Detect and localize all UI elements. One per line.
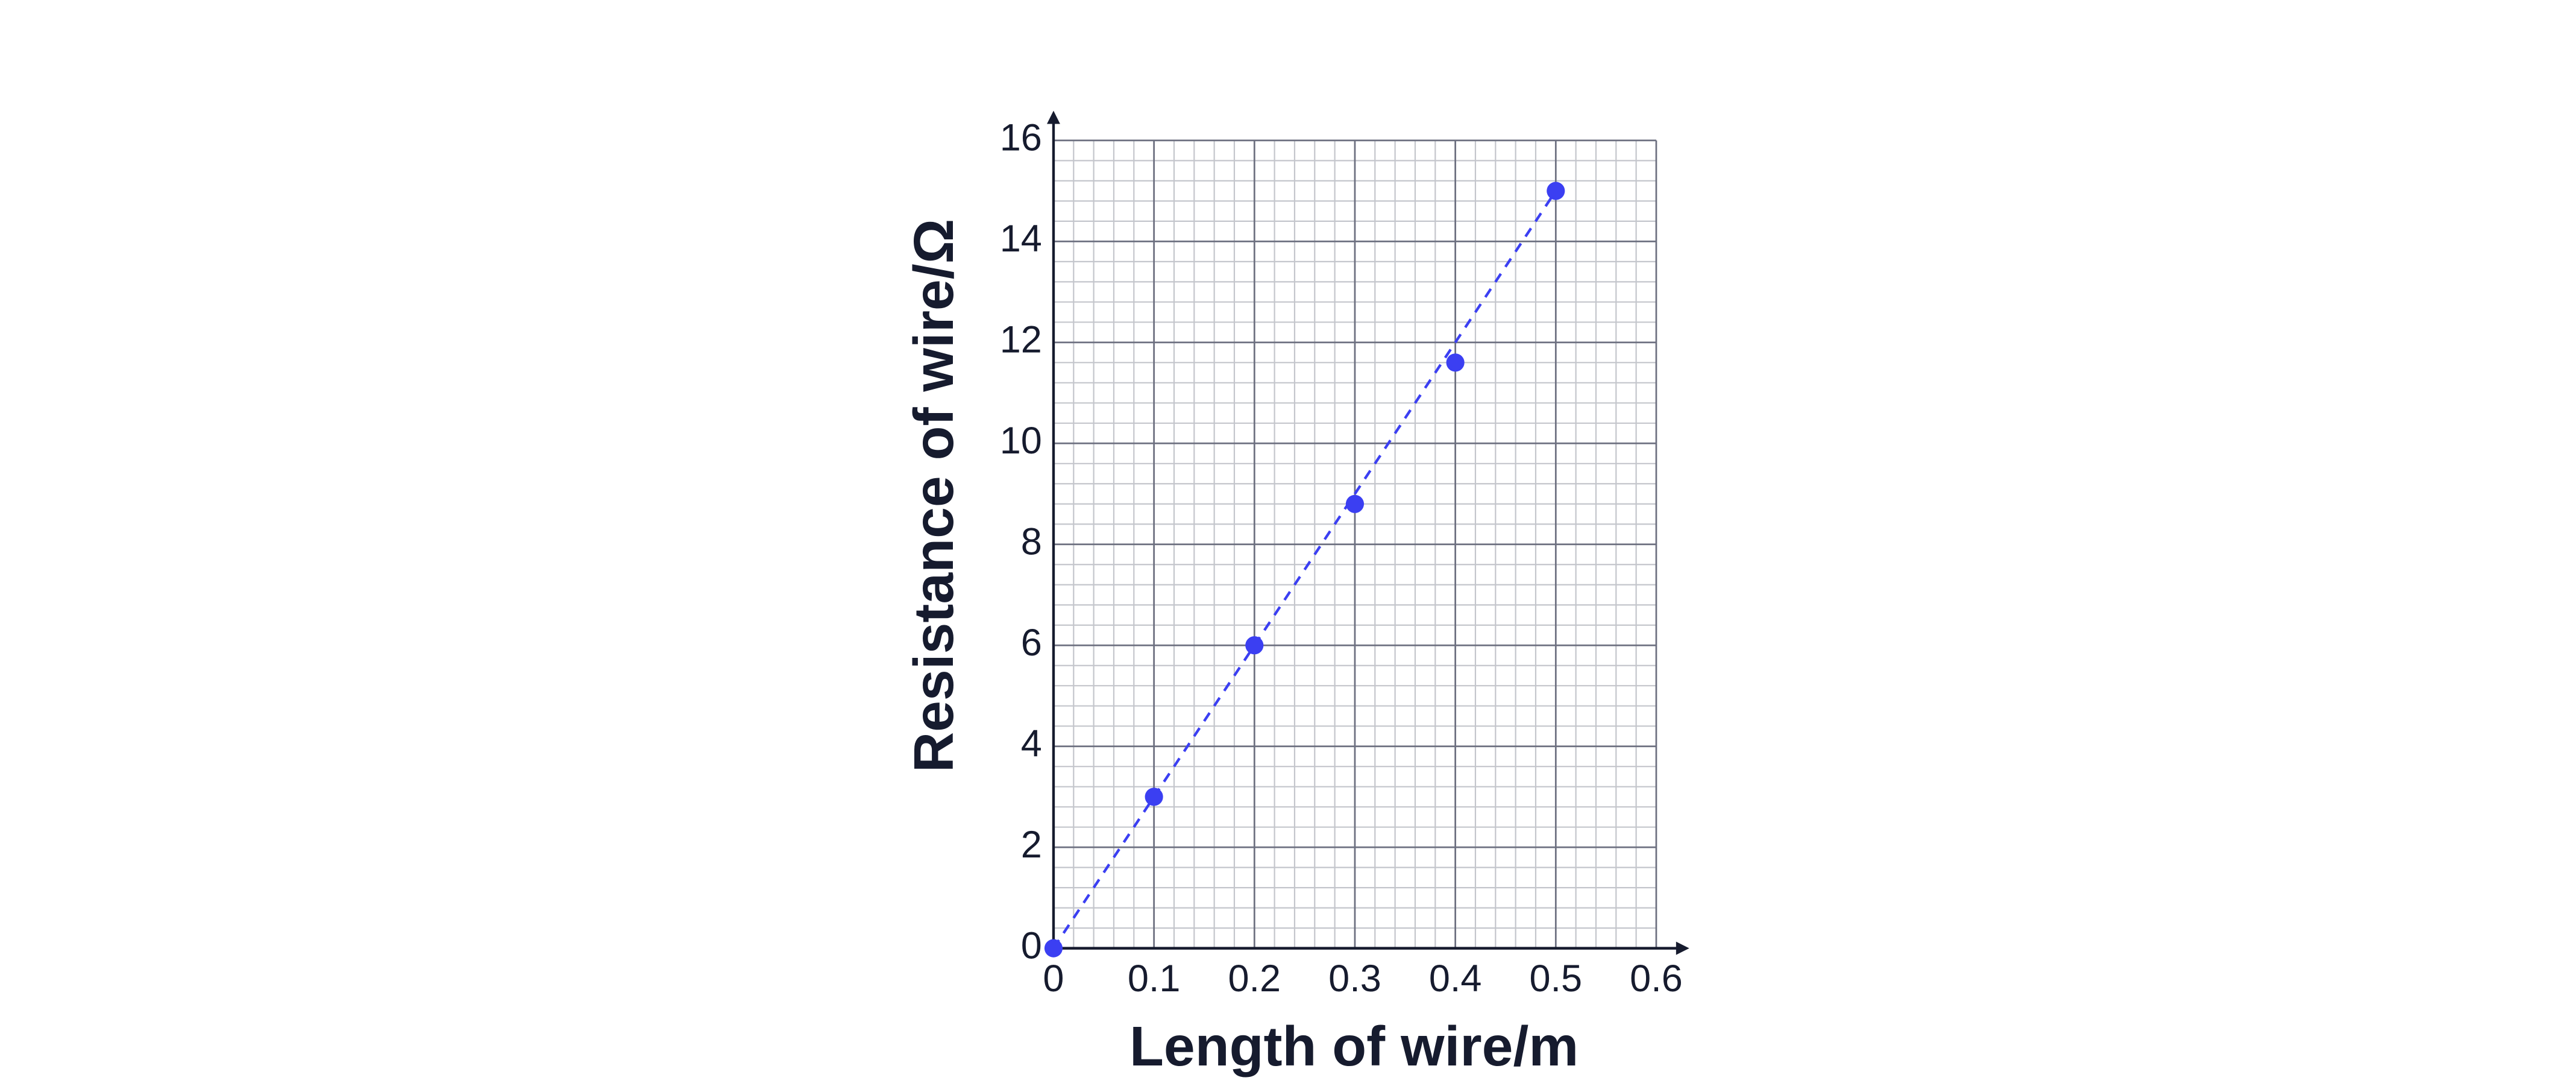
x-tick-label: 0 <box>1043 958 1064 1000</box>
data-point <box>1446 353 1465 372</box>
data-point <box>1547 181 1565 200</box>
x-tick-label: 0.5 <box>1529 958 1582 1000</box>
x-tick-label: 0.2 <box>1228 958 1281 1000</box>
y-tick-label: 4 <box>1021 722 1042 765</box>
x-axis-arrow <box>1676 941 1689 955</box>
x-tick-label: 0.1 <box>1128 958 1181 1000</box>
y-tick-label: 6 <box>1021 622 1042 664</box>
y-tick-label: 12 <box>1000 318 1042 361</box>
x-axis-title: Length of wire/m <box>1129 1015 1579 1078</box>
x-tick-label: 0.3 <box>1328 958 1381 1000</box>
data-point <box>1345 494 1365 513</box>
data-point <box>1245 636 1264 655</box>
x-tick-label: 0.6 <box>1630 958 1683 1000</box>
y-axis-arrow <box>1046 110 1060 124</box>
y-tick-label: 2 <box>1021 824 1042 866</box>
y-tick-label: 16 <box>1000 117 1042 159</box>
y-tick-label: 10 <box>1000 420 1042 462</box>
fit-line <box>1052 190 1557 949</box>
x-tick-label: 0.4 <box>1429 958 1482 1000</box>
data-point <box>1145 787 1163 806</box>
data-point <box>1044 939 1063 958</box>
y-tick-label: 8 <box>1021 520 1042 563</box>
y-tick-label: 14 <box>1000 218 1042 260</box>
y-axis-title: Resistance of wire/Ω <box>902 219 965 772</box>
y-tick-label: 0 <box>1021 924 1042 967</box>
